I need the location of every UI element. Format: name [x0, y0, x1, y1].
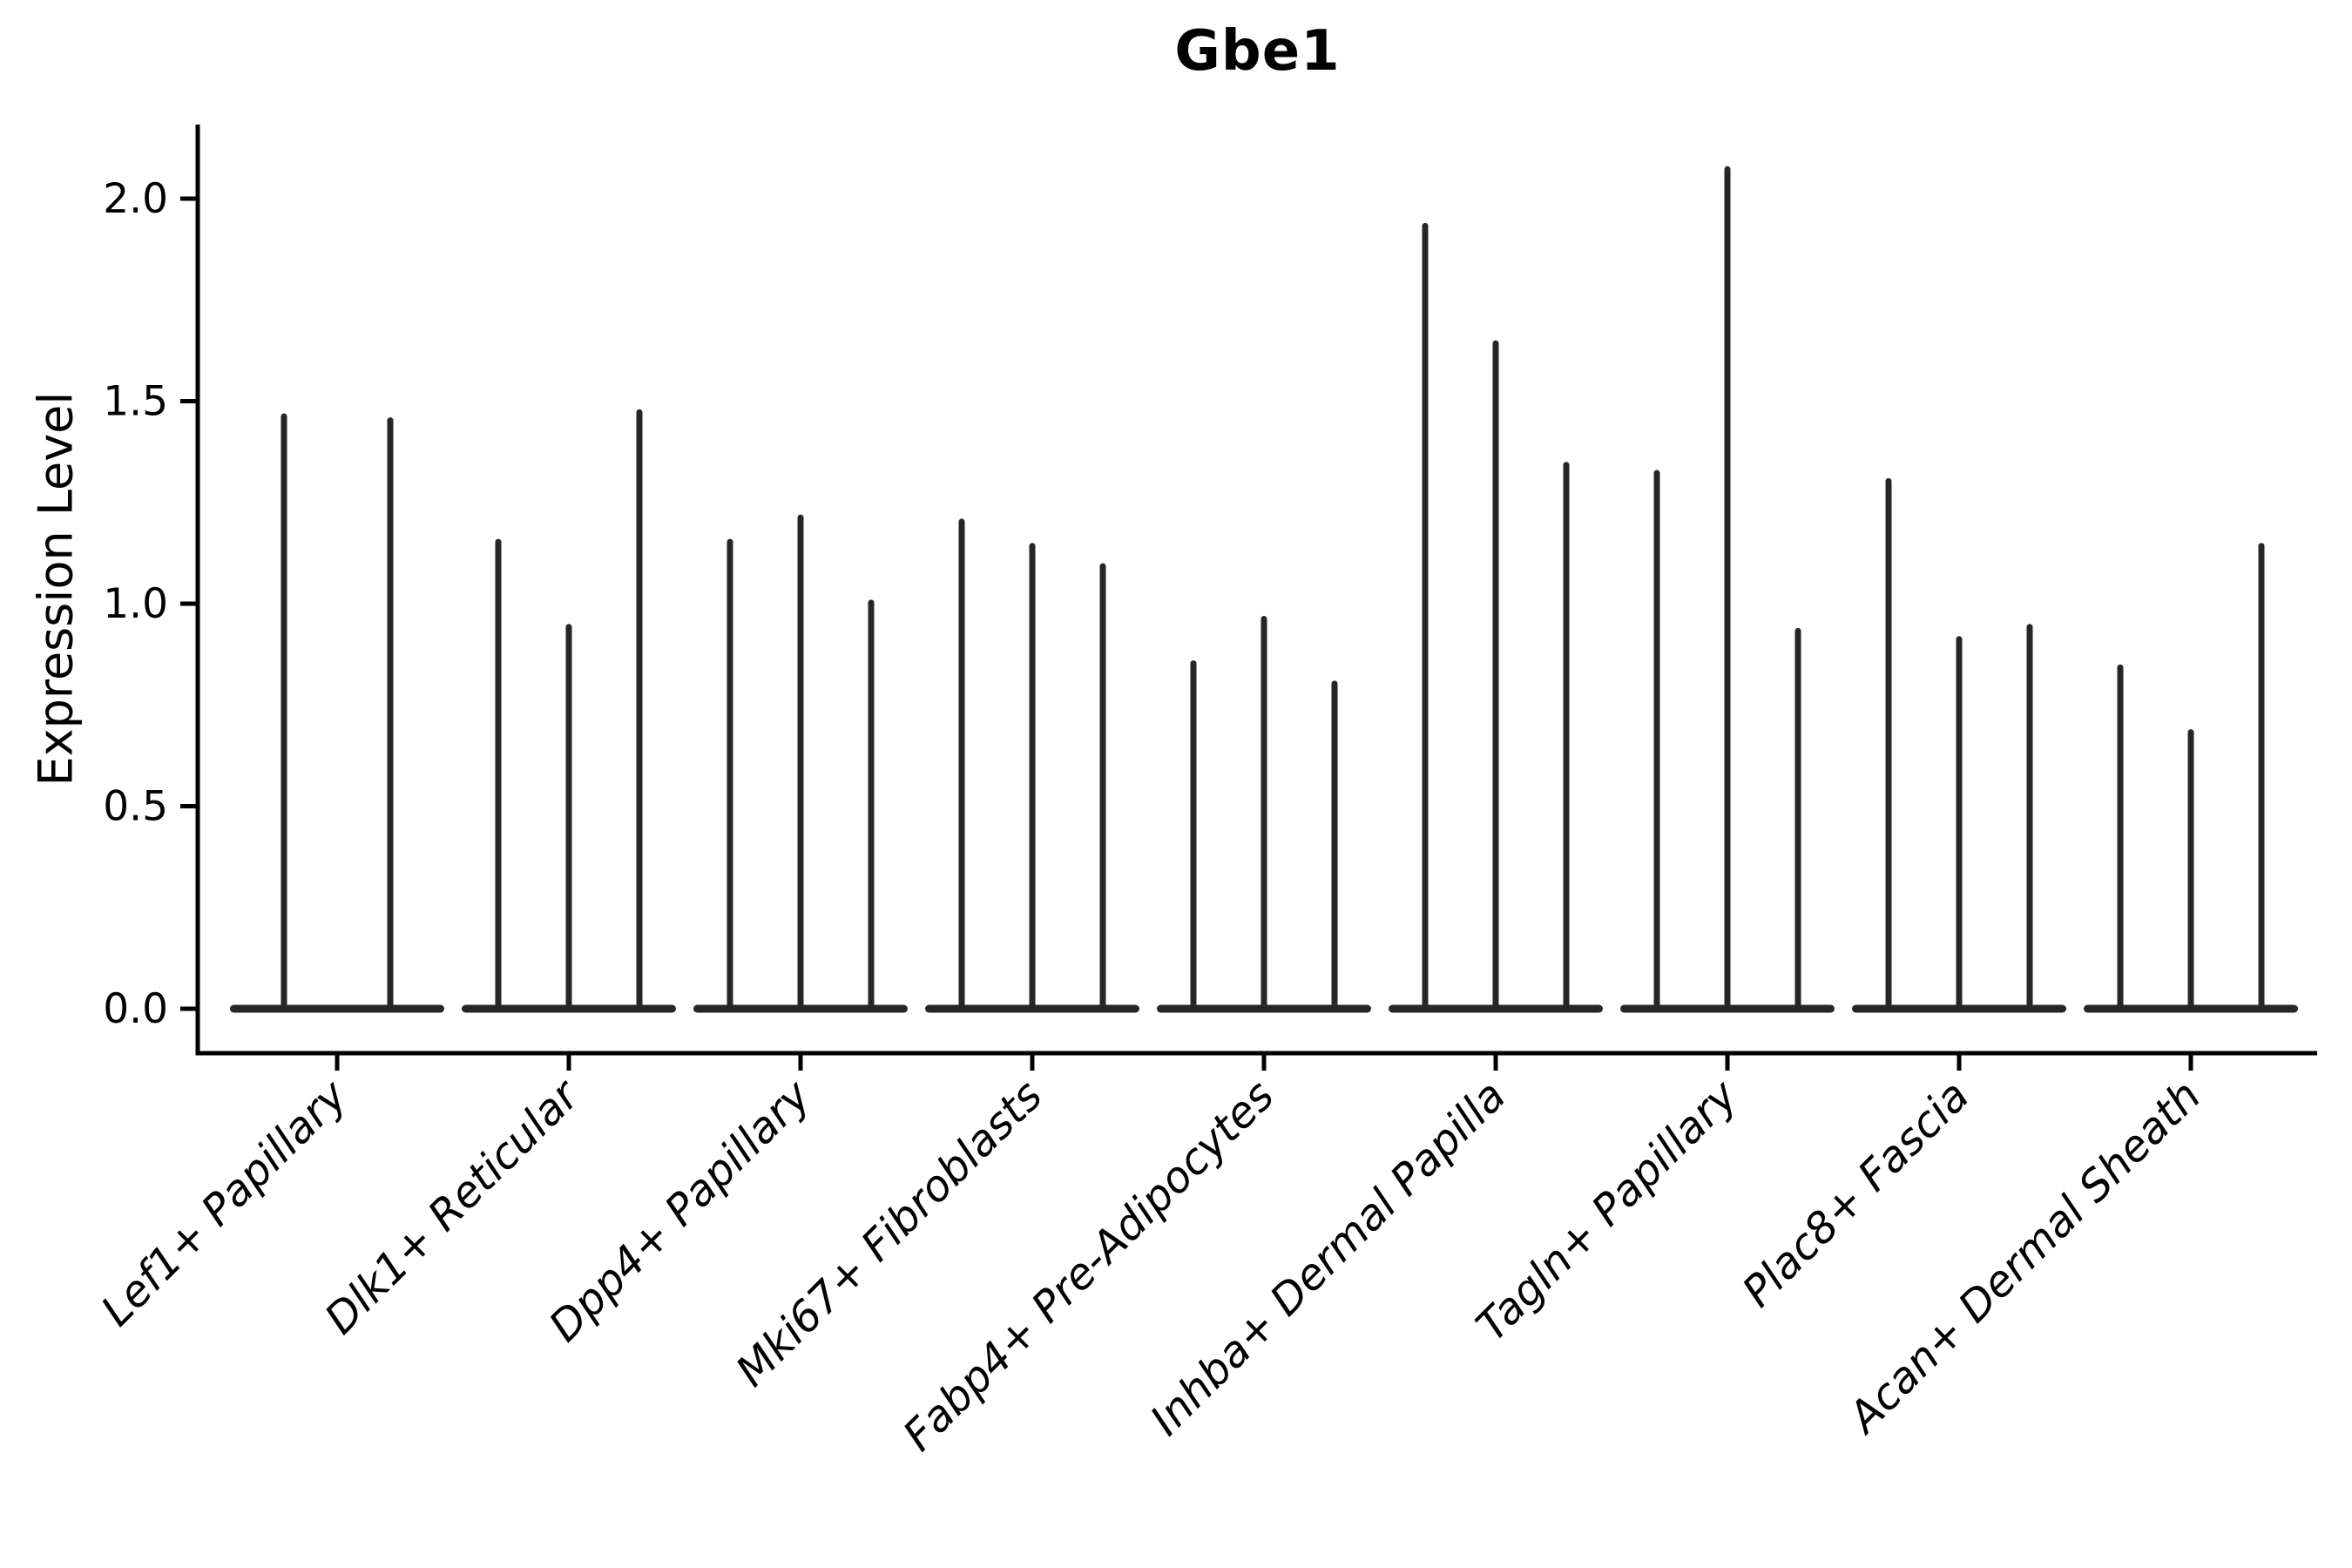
y-tick-label: 2.0	[103, 175, 168, 223]
violin-spike	[1794, 627, 1801, 1012]
violin-spike	[1422, 222, 1429, 1012]
violin-spike	[1331, 680, 1338, 1012]
x-tick-label: Tagln+ Papillary	[1467, 1070, 1747, 1350]
x-tick-label: Lef1+ Papillary	[91, 1070, 357, 1335]
x-tick-label: Plac8+ Fascia	[1733, 1071, 1978, 1316]
y-tick-label: 1.0	[103, 580, 168, 628]
violin-baseline	[230, 1004, 444, 1013]
y-tick-label: 0.0	[103, 985, 168, 1033]
violin-spike	[2026, 624, 2033, 1012]
violin-spike	[1885, 477, 1892, 1012]
violin-spike	[868, 599, 875, 1012]
chart-title: Gbe1	[1174, 19, 1341, 84]
y-tick-label: 1.5	[103, 378, 168, 426]
violin-spike	[1563, 462, 1570, 1012]
violin-spike	[387, 417, 394, 1013]
violin-spike	[958, 518, 965, 1012]
violin-spike	[1653, 470, 1660, 1012]
x-tick-label: Dlk1+ Reticular	[315, 1069, 590, 1343]
violin-spike	[2258, 543, 2265, 1012]
violin-spike	[1190, 660, 1197, 1012]
violin-spike	[1260, 615, 1267, 1012]
violin-spike	[1956, 636, 1963, 1012]
violin-spike	[280, 413, 287, 1012]
violin-spike	[495, 538, 502, 1012]
violin-spike	[797, 514, 804, 1012]
violin-spike	[2187, 729, 2194, 1012]
violin-spike	[1492, 340, 1499, 1012]
x-tick-label: Fabp4+ Pre-Adipocytes	[894, 1071, 1284, 1461]
violin-spike	[727, 538, 733, 1012]
y-tick-label: 0.5	[103, 783, 168, 831]
violin-spike	[1029, 543, 1036, 1012]
violin-spike	[1724, 166, 1731, 1013]
violin-spike	[2117, 664, 2124, 1012]
violin-spike	[636, 409, 643, 1012]
violin-spike	[1099, 563, 1106, 1012]
violin-spike	[565, 624, 572, 1012]
